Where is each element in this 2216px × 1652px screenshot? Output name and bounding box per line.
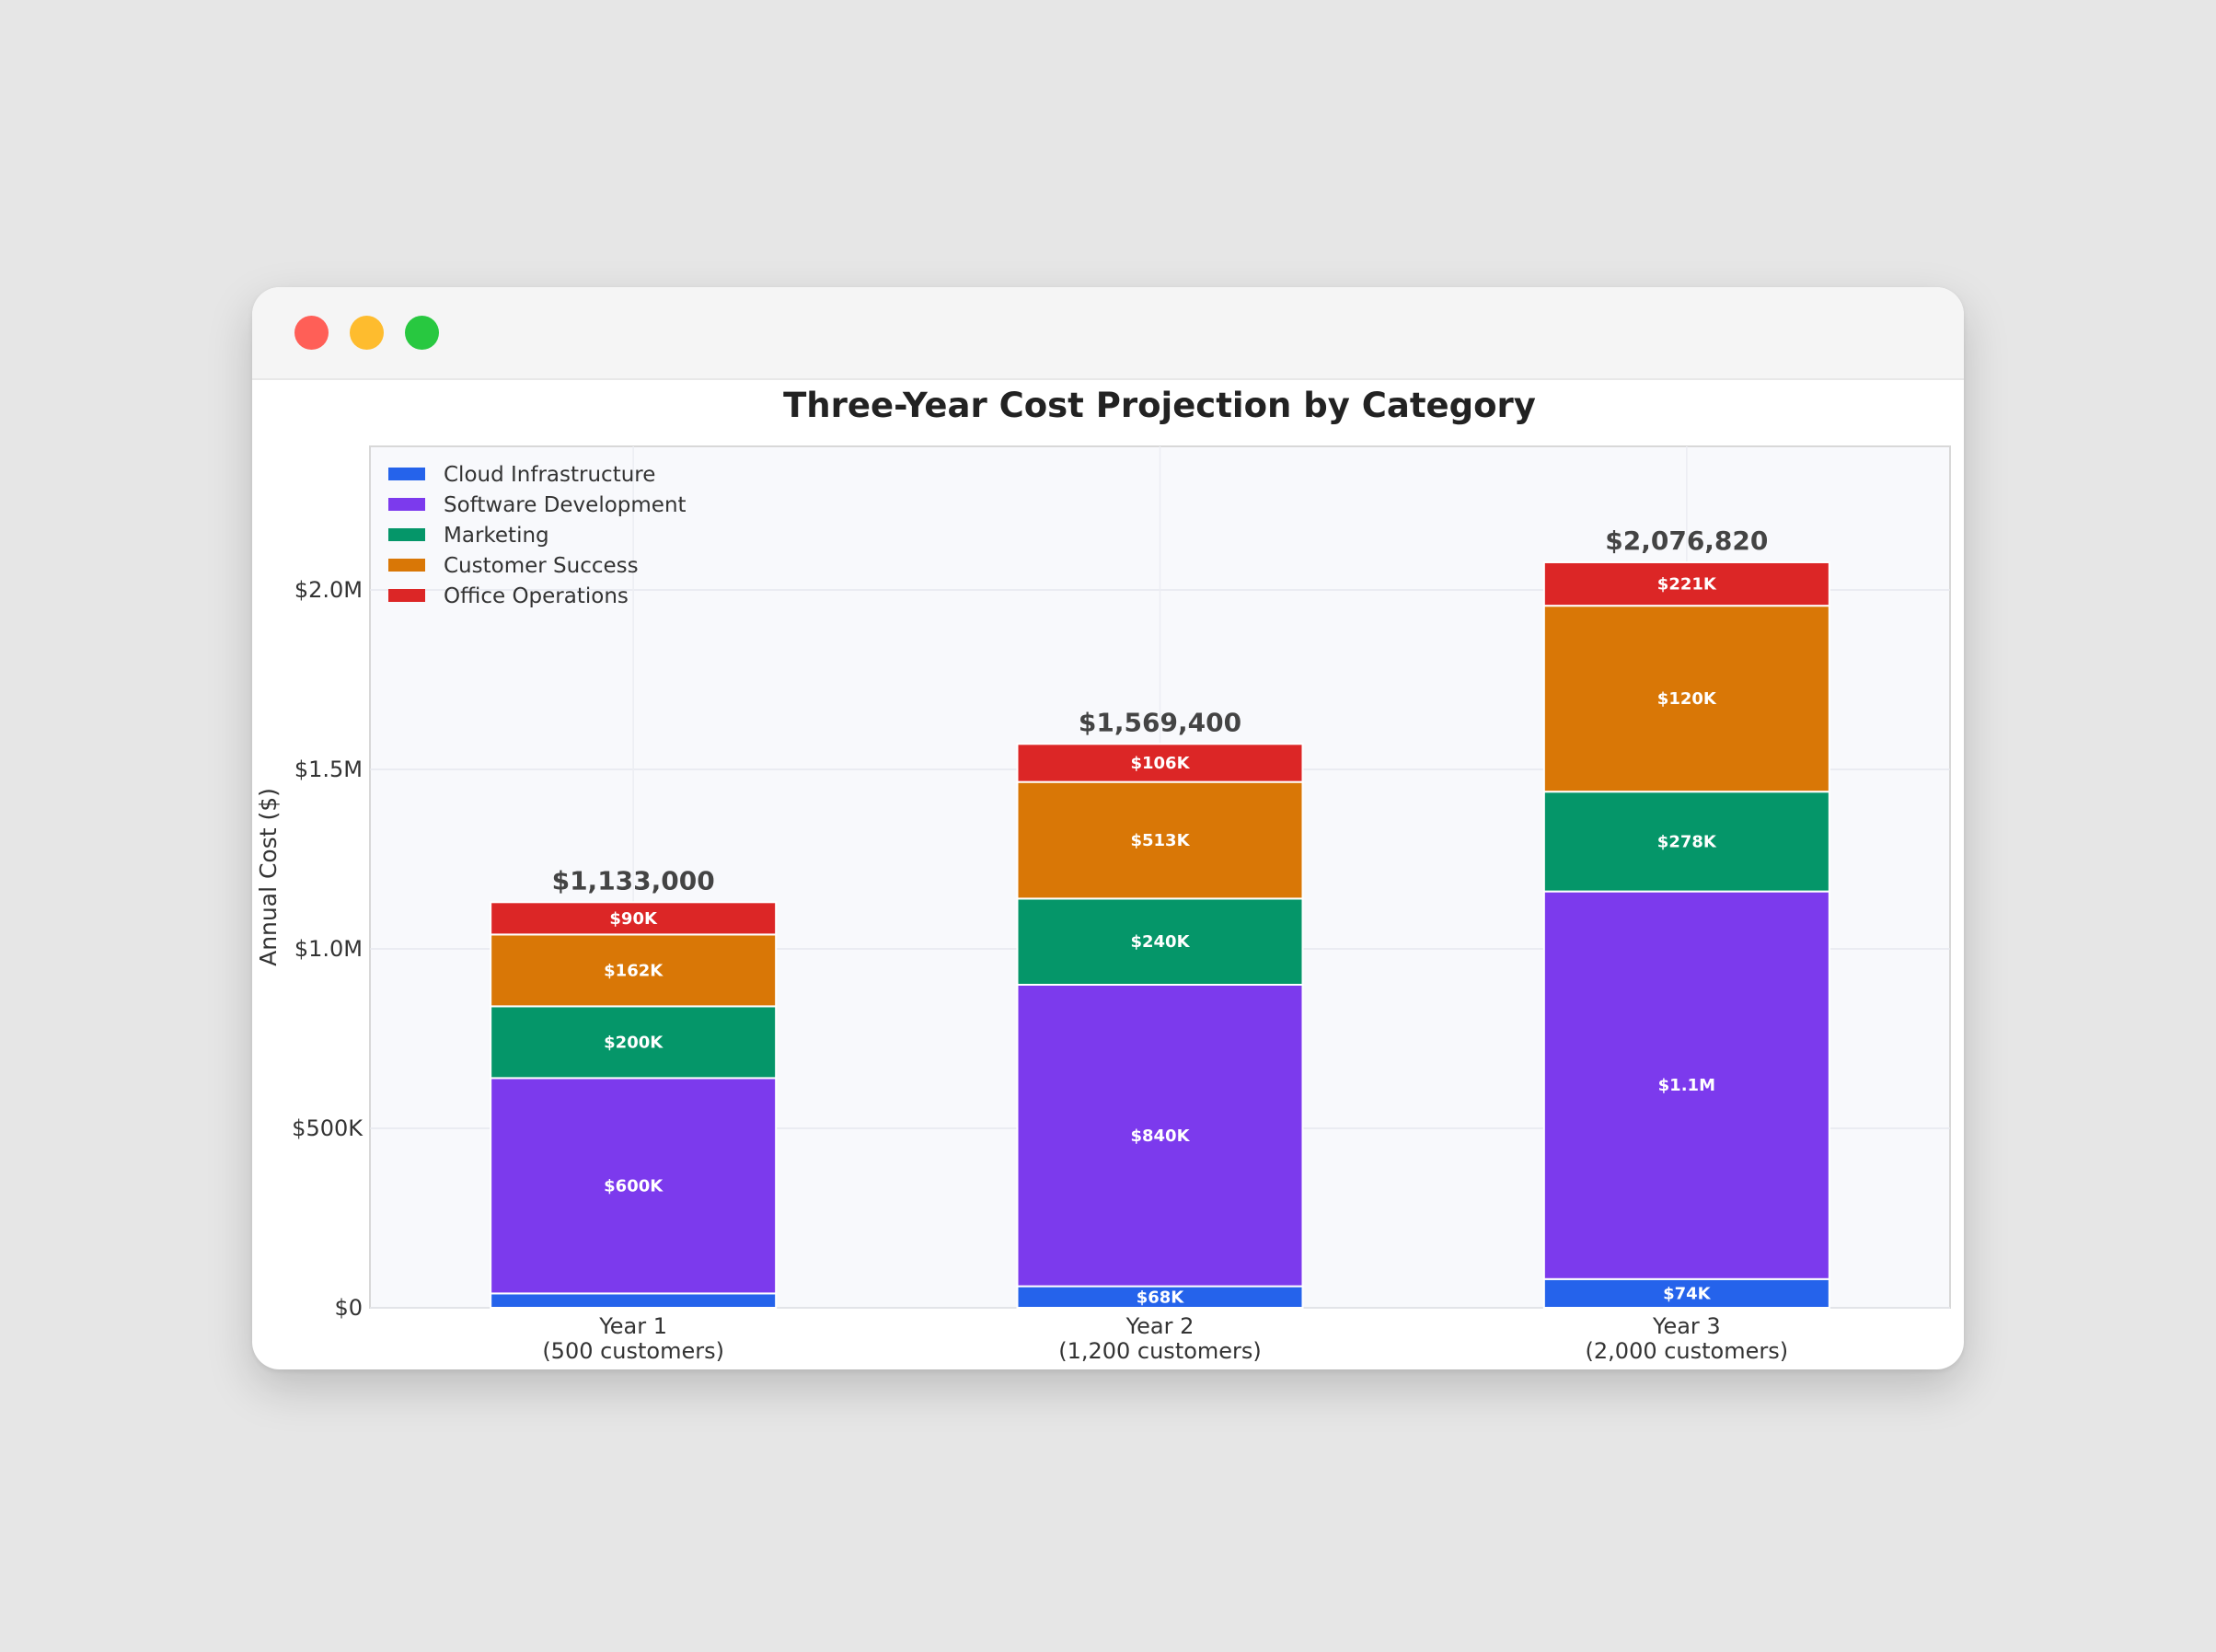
bar-segment — [1542, 791, 1830, 893]
chart-legend: Cloud Infrastructure Software Development… — [388, 463, 687, 608]
legend-swatch — [388, 589, 425, 602]
bar-segment — [1542, 890, 1830, 1280]
segment-value-label: $221K — [1657, 575, 1717, 595]
bar-total-label: $2,076,820 — [1605, 526, 1768, 556]
legend-entry: Cloud Infrastructure — [444, 463, 655, 487]
bar-segment — [1016, 743, 1304, 783]
y-tick-label: $0 — [334, 1295, 363, 1321]
y-tick-label: $2.0M — [294, 577, 363, 603]
x-tick-label: (500 customers) — [542, 1338, 724, 1364]
segment-value-label: $200K — [604, 1033, 664, 1052]
x-tick-label: Year 2 — [1125, 1313, 1195, 1339]
bar-total-label: $1,569,400 — [1079, 707, 1241, 737]
minimize-window-button[interactable] — [350, 316, 384, 350]
x-tick-label: (1,200 customers) — [1058, 1338, 1262, 1364]
chart-title: Three-Year Cost Projection by Category — [783, 386, 1536, 425]
bar-segment — [1542, 560, 1830, 607]
y-tick-label: $1.0M — [294, 936, 363, 962]
bar-segment — [1016, 780, 1304, 900]
x-tick-label: (2,000 customers) — [1586, 1338, 1789, 1364]
segment-value-label: $120K — [1657, 689, 1717, 709]
bar-segment — [1016, 897, 1304, 987]
y-tick-label: $1.5M — [294, 757, 363, 782]
bar-segment — [490, 1292, 778, 1310]
bar-segment — [1542, 605, 1830, 793]
bar-segment — [490, 933, 778, 1008]
bar-segment — [490, 1077, 778, 1295]
y-axis-label: Annual Cost ($) — [255, 788, 282, 966]
bar-segment — [1542, 1277, 1830, 1310]
x-tick-label: Year 1 — [598, 1313, 667, 1339]
y-tick-label: $500K — [292, 1115, 364, 1141]
app-window: Three-Year Cost Projection by Category $… — [252, 287, 1964, 1369]
legend-swatch — [388, 498, 425, 511]
segment-value-label: $278K — [1657, 832, 1717, 851]
x-tick-label: Year 3 — [1652, 1313, 1721, 1339]
close-window-button[interactable] — [294, 316, 329, 350]
segment-value-label: $68K — [1137, 1288, 1185, 1307]
segment-value-label: $840K — [1130, 1126, 1190, 1146]
bar-total-label: $1,133,000 — [552, 865, 715, 895]
cost-projection-chart: Three-Year Cost Projection by Category $… — [255, 386, 1951, 1364]
legend-swatch — [388, 468, 425, 480]
legend-entry: Customer Success — [444, 554, 639, 578]
segment-value-label: $74K — [1663, 1284, 1712, 1303]
legend-entry: Marketing — [444, 524, 549, 548]
segment-value-label: $1.1M — [1658, 1076, 1715, 1095]
window-titlebar — [252, 287, 1964, 380]
legend-entry: Software Development — [444, 493, 687, 517]
zoom-window-button[interactable] — [405, 316, 439, 350]
segment-value-label: $162K — [604, 961, 664, 980]
bar-segment — [490, 901, 778, 936]
segment-value-label: $513K — [1130, 831, 1190, 850]
segment-value-label: $106K — [1130, 754, 1190, 773]
legend-swatch — [388, 528, 425, 541]
bar-segment — [1016, 984, 1304, 1288]
segment-value-label: $90K — [609, 909, 658, 929]
bar-segment — [490, 1005, 778, 1080]
legend-swatch — [388, 559, 425, 572]
segment-value-label: $600K — [604, 1176, 664, 1196]
legend-entry: Office Operations — [444, 584, 629, 608]
segment-value-label: $240K — [1130, 932, 1190, 952]
